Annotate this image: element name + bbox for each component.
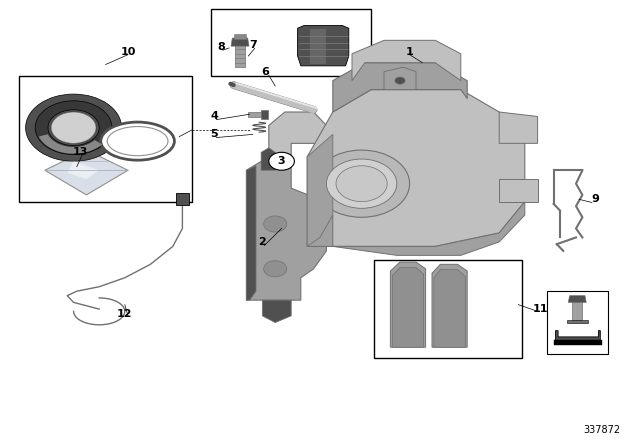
Bar (176, 193, 189, 205)
Wedge shape (26, 94, 122, 161)
Polygon shape (310, 29, 326, 64)
Wedge shape (35, 101, 112, 155)
Bar (572, 302, 582, 320)
Bar (567, 320, 588, 323)
Polygon shape (384, 67, 416, 90)
Text: 1: 1 (406, 47, 413, 56)
Circle shape (51, 112, 96, 143)
Circle shape (326, 159, 397, 208)
Polygon shape (269, 112, 326, 166)
Bar (19, 76, 192, 202)
Circle shape (264, 261, 287, 277)
Polygon shape (390, 262, 426, 347)
Text: 13: 13 (72, 147, 88, 157)
Ellipse shape (107, 126, 168, 155)
Polygon shape (234, 34, 246, 39)
Text: 6: 6 (262, 67, 269, 77)
Polygon shape (248, 112, 262, 117)
Circle shape (395, 77, 405, 84)
Polygon shape (235, 45, 245, 67)
Polygon shape (352, 40, 461, 81)
Bar (547, 291, 608, 354)
Text: 8: 8 (217, 42, 225, 52)
Text: 3: 3 (278, 156, 285, 166)
Circle shape (336, 166, 387, 202)
Polygon shape (568, 296, 586, 302)
Polygon shape (231, 38, 249, 46)
Polygon shape (333, 63, 467, 112)
Ellipse shape (100, 122, 174, 160)
Text: 10: 10 (120, 47, 136, 56)
Polygon shape (307, 90, 525, 246)
Polygon shape (499, 179, 538, 202)
Polygon shape (307, 202, 525, 255)
Polygon shape (246, 157, 326, 300)
Polygon shape (307, 134, 333, 246)
Polygon shape (261, 110, 268, 119)
Wedge shape (38, 134, 102, 154)
Text: 5: 5 (211, 129, 218, 139)
Text: 337872: 337872 (584, 425, 621, 435)
Polygon shape (434, 270, 465, 347)
Text: 11: 11 (533, 304, 548, 314)
Polygon shape (246, 166, 256, 300)
Polygon shape (499, 112, 538, 143)
Polygon shape (298, 26, 349, 66)
Circle shape (314, 150, 410, 217)
Circle shape (264, 216, 287, 232)
Polygon shape (45, 150, 128, 195)
Text: 7: 7 (249, 40, 257, 50)
Polygon shape (392, 267, 424, 347)
Bar (374, 260, 522, 358)
Text: 2: 2 (259, 237, 266, 247)
Text: 12: 12 (117, 309, 132, 319)
Text: 9: 9 (591, 194, 599, 204)
Polygon shape (432, 264, 467, 347)
Polygon shape (67, 161, 99, 179)
Text: 4: 4 (211, 112, 218, 121)
Bar (211, 9, 371, 76)
Polygon shape (262, 300, 291, 323)
Polygon shape (556, 331, 600, 341)
Polygon shape (261, 148, 275, 170)
Circle shape (269, 152, 294, 170)
Bar (554, 340, 602, 345)
